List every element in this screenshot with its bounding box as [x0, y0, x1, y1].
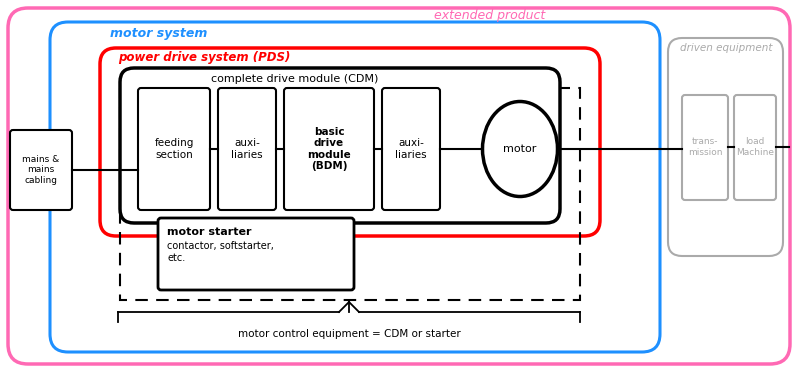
Text: motor starter: motor starter: [167, 227, 251, 237]
Text: motor control equipment = CDM or starter: motor control equipment = CDM or starter: [238, 329, 460, 339]
Text: complete drive module (CDM): complete drive module (CDM): [211, 74, 378, 84]
Text: basic
drive
module
(BDM): basic drive module (BDM): [307, 127, 351, 171]
Text: mains &
mains
cabling: mains & mains cabling: [22, 155, 60, 185]
FancyBboxPatch shape: [50, 22, 660, 352]
FancyBboxPatch shape: [158, 218, 354, 290]
Text: motor: motor: [503, 144, 537, 154]
FancyBboxPatch shape: [734, 95, 776, 200]
FancyBboxPatch shape: [382, 88, 440, 210]
Text: extended product: extended product: [434, 9, 546, 21]
Text: auxi-
liaries: auxi- liaries: [395, 138, 427, 160]
FancyBboxPatch shape: [138, 88, 210, 210]
Ellipse shape: [482, 102, 558, 196]
FancyBboxPatch shape: [10, 130, 72, 210]
Text: auxi-
liaries: auxi- liaries: [231, 138, 263, 160]
FancyBboxPatch shape: [120, 68, 560, 223]
Text: contactor, softstarter,
etc.: contactor, softstarter, etc.: [167, 241, 274, 263]
FancyBboxPatch shape: [668, 38, 783, 256]
FancyBboxPatch shape: [218, 88, 276, 210]
Text: power drive system (PDS): power drive system (PDS): [118, 51, 290, 64]
FancyBboxPatch shape: [682, 95, 728, 200]
Text: feeding
section: feeding section: [154, 138, 194, 160]
Text: driven equipment: driven equipment: [680, 43, 772, 53]
FancyBboxPatch shape: [8, 8, 790, 364]
Text: load
Machine: load Machine: [736, 137, 774, 157]
Text: trans-
mission: trans- mission: [688, 137, 722, 157]
Text: motor system: motor system: [110, 27, 207, 40]
FancyBboxPatch shape: [284, 88, 374, 210]
FancyBboxPatch shape: [100, 48, 600, 236]
